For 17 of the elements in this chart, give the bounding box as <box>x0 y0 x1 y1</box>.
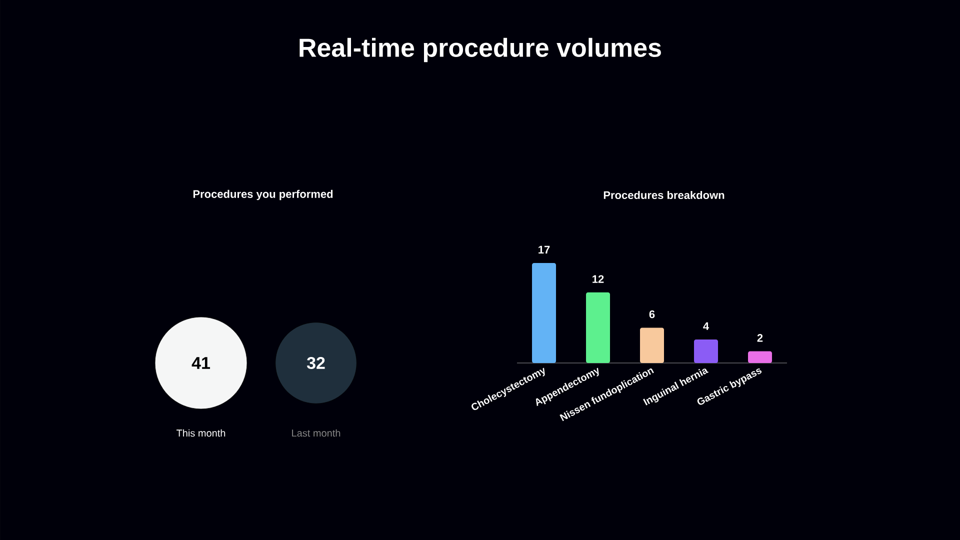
category-label: Last month <box>292 429 340 437</box>
data-label: 4 <box>703 322 709 330</box>
bar <box>640 328 664 363</box>
data-label: 41 <box>192 357 210 369</box>
text: Real-time procedure volumes <box>300 38 661 62</box>
category-label: This month <box>176 429 226 437</box>
data-label: 12 <box>592 275 604 283</box>
data-label: 6 <box>649 310 655 318</box>
bar <box>694 339 718 363</box>
text: Procedures you performed <box>193 190 333 200</box>
chart-title: Procedures breakdown <box>604 190 724 200</box>
data-label: 17 <box>538 246 550 254</box>
data-label: 2 <box>757 334 763 342</box>
bar <box>586 292 610 363</box>
bar <box>532 262 556 363</box>
bar <box>748 351 772 363</box>
data-label: 32 <box>306 356 325 370</box>
